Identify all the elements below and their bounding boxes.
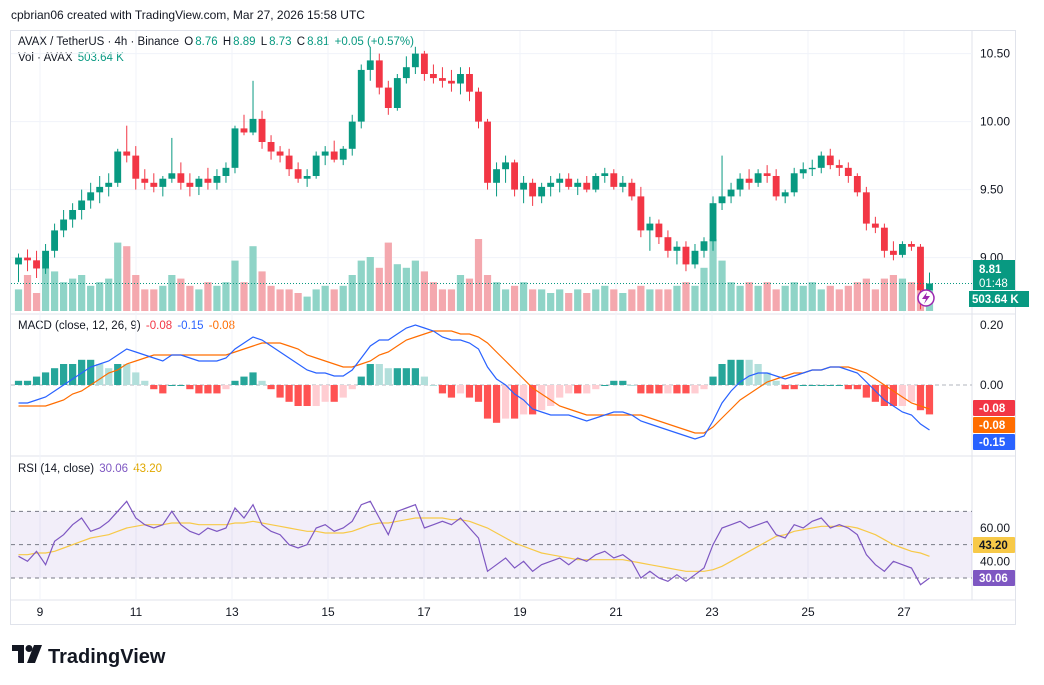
low-value: 8.73 [269, 36, 292, 48]
chart-frame[interactable] [10, 30, 1016, 625]
volume-value: 503.64 K [77, 52, 124, 64]
high-value: 8.89 [233, 36, 256, 48]
rsi-label[interactable]: RSI (14, close) [18, 463, 95, 475]
close-value: 8.81 [307, 36, 330, 48]
chart-caption: cpbrian06 created with TradingView.com, … [11, 8, 365, 22]
macd-label[interactable]: MACD (close, 12, 26, 9) [18, 320, 141, 332]
brand-name: TradingView [48, 645, 166, 668]
tradingview-logo[interactable]: TradingView [12, 645, 165, 669]
macd-legend: MACD (close, 12, 26, 9) -0.08 -0.15 -0.0… [18, 320, 237, 332]
rsi-legend: RSI (14, close) 30.06 43.20 [18, 463, 164, 475]
macd-signal-value: -0.08 [208, 320, 235, 332]
symbol-label[interactable]: AVAX / TetherUS · 4h · Binance [18, 36, 180, 48]
macd-hist-value: -0.08 [145, 320, 173, 332]
price-legend: AVAX / TetherUS · 4h · Binance O 8.76 H 8.… [18, 36, 414, 48]
open-value: 8.76 [195, 36, 218, 48]
change-value: +0.05 (+0.57%) [334, 36, 414, 48]
volume-legend: Vol · AVAX 503.64 K [18, 52, 126, 64]
rsi-value: 30.06 [99, 463, 129, 475]
rsi-ma-value: 43.20 [133, 463, 163, 475]
volume-label[interactable]: Vol · AVAX [18, 52, 73, 64]
tradingview-mark-icon [12, 645, 42, 669]
macd-line-value: -0.15 [177, 320, 204, 332]
